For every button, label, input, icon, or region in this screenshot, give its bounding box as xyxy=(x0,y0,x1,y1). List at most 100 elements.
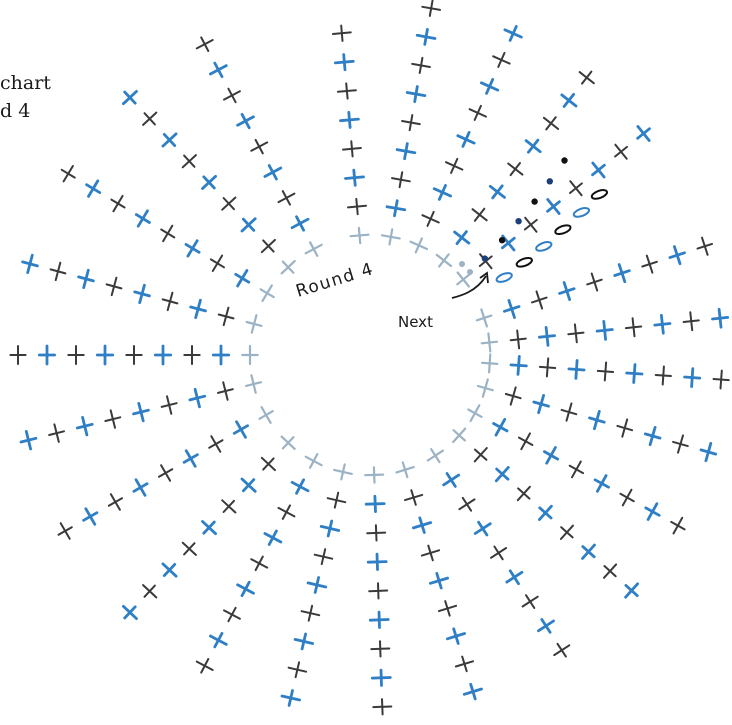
stitch-mark xyxy=(236,580,255,598)
stitch-mark xyxy=(401,114,421,132)
stitch-mark xyxy=(250,555,269,572)
stitch-mark xyxy=(49,261,67,282)
stitch-mark xyxy=(404,489,424,506)
stitch-mark xyxy=(184,239,201,258)
stitch-mark xyxy=(304,453,323,469)
stitch-mark xyxy=(195,658,214,674)
stitch-mark xyxy=(38,344,56,366)
start-dot xyxy=(467,269,473,275)
stitch-mark xyxy=(60,165,76,183)
stitch-mark xyxy=(105,276,123,297)
stitch-mark xyxy=(613,263,631,284)
stitch-mark xyxy=(333,463,353,481)
stitch-mark xyxy=(290,215,310,232)
chart-title-line-1: chart xyxy=(0,72,51,94)
stitch-mark xyxy=(364,494,386,514)
stitch-mark xyxy=(504,386,522,406)
slip-stitch-dot xyxy=(498,237,506,244)
stitch-mark xyxy=(567,323,585,344)
stitch-mark xyxy=(201,174,218,190)
stitch-mark xyxy=(241,344,259,366)
stitch-mark xyxy=(232,420,250,439)
slip-stitch-dot xyxy=(531,198,538,205)
stitch-mark xyxy=(260,456,276,472)
stitch-mark xyxy=(260,238,276,254)
stitch-mark xyxy=(250,138,269,155)
stitch-mark xyxy=(558,281,576,302)
stitch-mark xyxy=(538,504,553,521)
stitch-mark xyxy=(488,184,506,200)
stitch-mark xyxy=(560,93,578,108)
stitch-mark xyxy=(456,271,471,288)
stitch-mark xyxy=(319,519,341,538)
slip-stitch-dot xyxy=(515,218,522,225)
stitch-mark xyxy=(344,168,365,187)
stitch-mark xyxy=(217,306,235,327)
stitch-mark xyxy=(208,61,228,78)
stitch-mark xyxy=(481,353,499,374)
slip-stitch-dot xyxy=(481,255,489,262)
stitch-mark xyxy=(442,472,461,488)
stitch-mark xyxy=(596,361,615,382)
stitch-mark xyxy=(201,520,218,536)
stitch-mark xyxy=(368,610,390,629)
stitch-mark xyxy=(476,378,494,398)
stitch-mark xyxy=(553,642,571,658)
stitch-mark xyxy=(234,269,251,288)
stitch-mark xyxy=(586,272,603,292)
stitch-mark xyxy=(263,529,283,546)
stitch-mark xyxy=(336,82,357,100)
stitch-mark xyxy=(132,478,149,497)
stitch-mark xyxy=(462,682,483,701)
stitch-mark xyxy=(492,417,509,437)
stitch-mark xyxy=(161,291,179,312)
stitch-mark xyxy=(624,317,643,338)
stitch-mark xyxy=(507,162,524,177)
next-label: Next xyxy=(398,313,433,331)
stitch-mark xyxy=(473,520,492,537)
stitch-mark xyxy=(567,359,586,380)
chain-oval xyxy=(590,189,609,200)
stitch-mark xyxy=(559,524,574,540)
stitch-mark xyxy=(133,283,151,305)
stitch-mark xyxy=(75,415,94,437)
stitch-mark xyxy=(516,485,531,502)
stitch-mark xyxy=(712,369,730,390)
stitch-mark xyxy=(683,367,702,388)
stitch-mark xyxy=(696,236,713,256)
chain-oval xyxy=(535,241,553,252)
stitch-mark xyxy=(77,268,95,290)
stitch-mark xyxy=(409,237,429,254)
stitch-mark xyxy=(364,466,385,484)
stitch-mark xyxy=(189,298,207,320)
stitch-mark xyxy=(492,51,511,68)
stitch-mark xyxy=(532,393,550,415)
stitch-mark xyxy=(699,441,718,463)
stitch-mark xyxy=(385,199,407,218)
stitch-mark xyxy=(581,543,596,560)
stitch-mark xyxy=(290,478,310,495)
stitch-mark xyxy=(95,344,115,366)
next-arrow-head xyxy=(479,271,489,284)
stitch-mark xyxy=(134,209,151,228)
stitch-mark xyxy=(711,307,730,329)
stitch-mark xyxy=(280,689,302,707)
round-label: Round 4 xyxy=(294,259,377,302)
stitch-mark xyxy=(245,314,263,334)
stitch-mark xyxy=(619,488,635,507)
stitch-mark xyxy=(380,228,401,246)
stitch-mark xyxy=(391,171,411,189)
stitch-mark xyxy=(188,387,207,409)
stitch-mark xyxy=(195,36,214,52)
stitch-mark xyxy=(280,435,296,450)
stitch-mark xyxy=(161,132,178,148)
stitch-mark xyxy=(245,374,263,394)
stitch-mark xyxy=(475,308,493,328)
stitch-mark xyxy=(641,254,658,274)
stitch-mark xyxy=(333,53,355,72)
stitch-mark xyxy=(19,429,38,451)
stitch-mark xyxy=(654,365,672,386)
stitch-mark xyxy=(468,104,487,121)
stitch-mark xyxy=(473,447,488,463)
stitch-mark xyxy=(426,448,444,464)
